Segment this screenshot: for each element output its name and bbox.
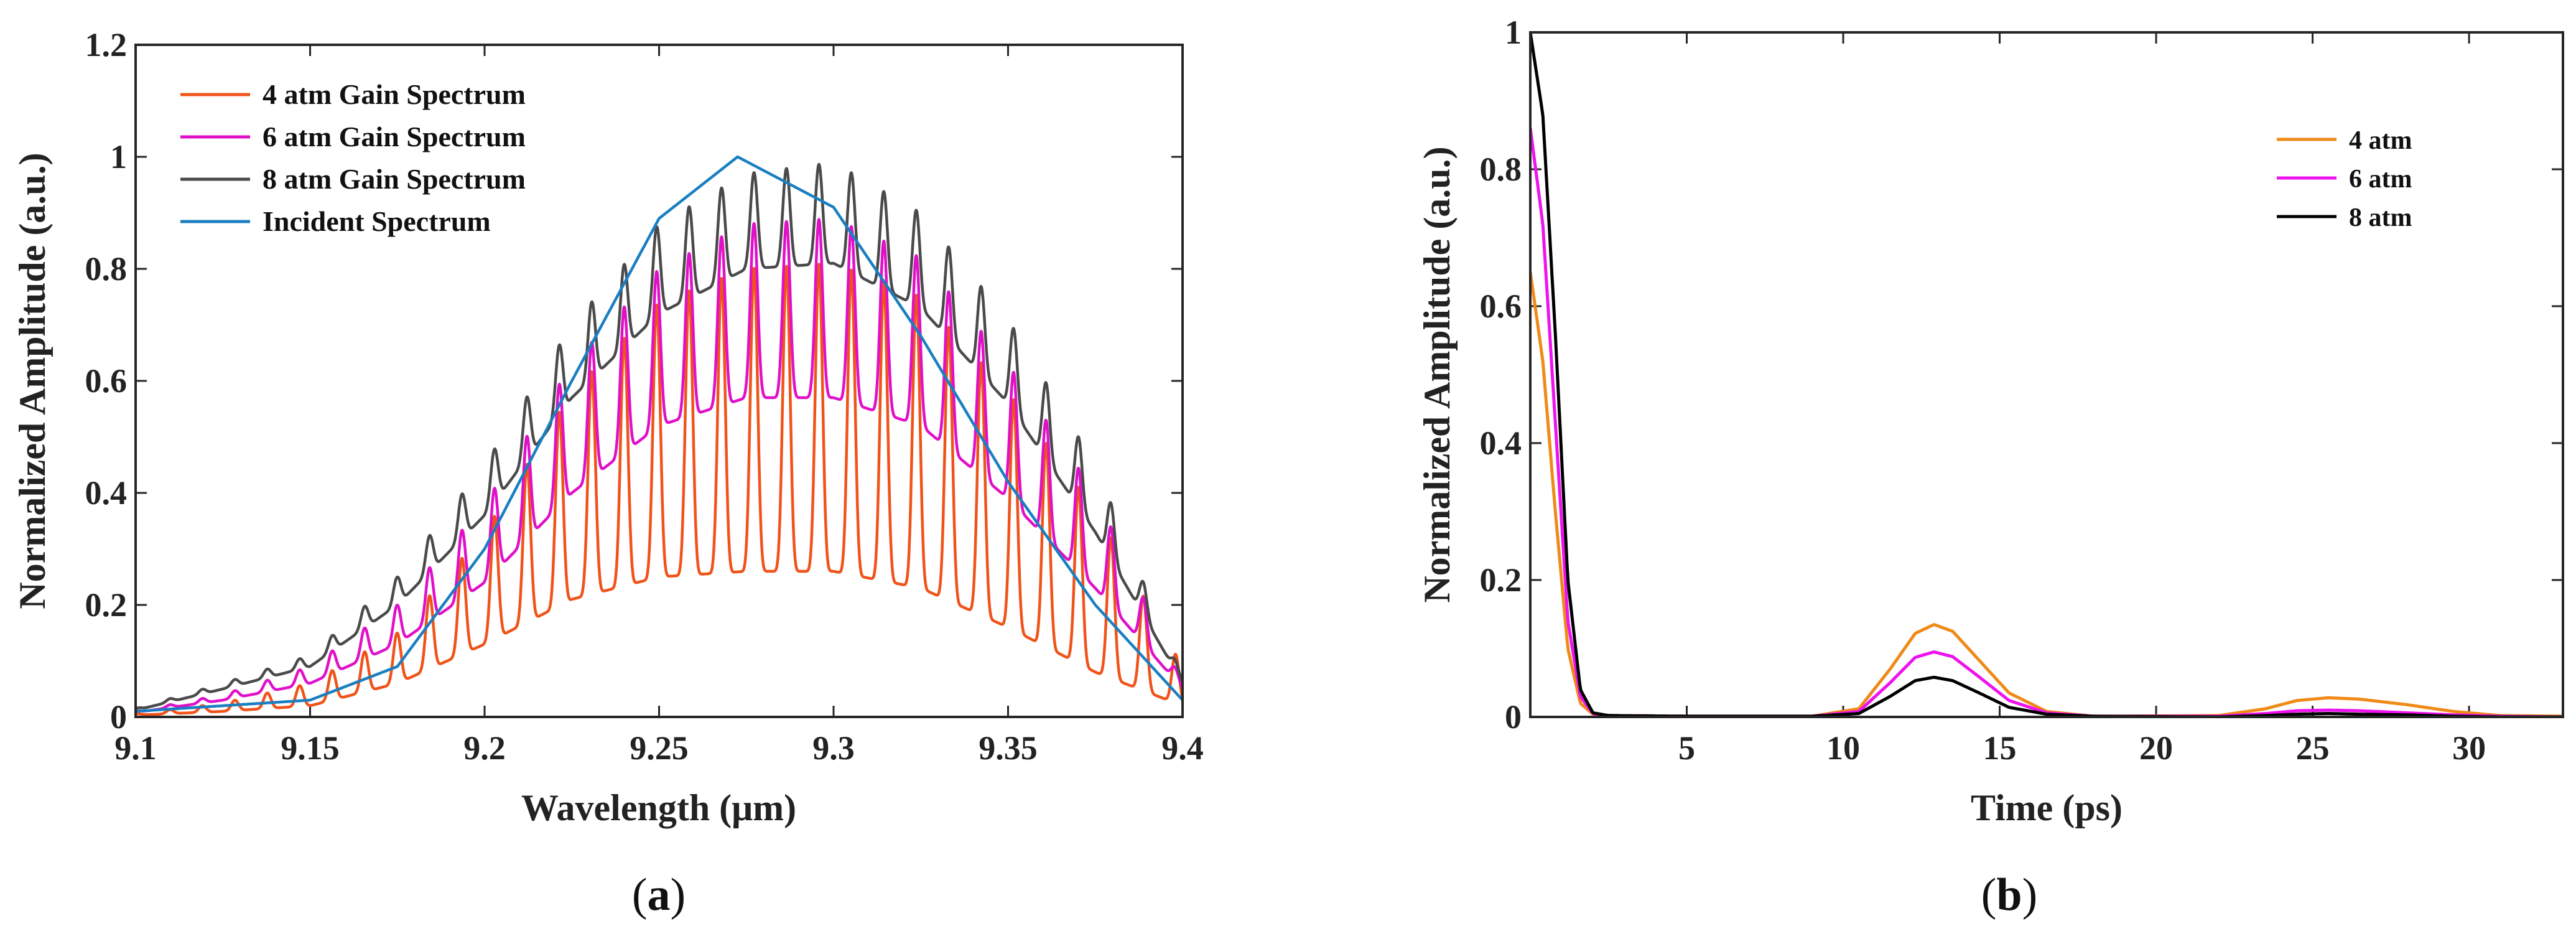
x-axis-label-b: Time (ps) — [1971, 787, 2123, 828]
panel-a: 9.1 9.15 9.2 9.25 9.3 9.35 9.4 0 0.2 0.4 0.6 0.8 1 1.… — [12, 26, 1204, 920]
axes-box-a — [134, 44, 1184, 718]
caption-a: (a) — [632, 869, 686, 920]
y-tick-label: 1 — [1505, 14, 1522, 51]
x-tick-label: 9.4 — [1161, 729, 1204, 767]
y-tick-label: 0 — [1505, 698, 1522, 736]
x-tick-label: 9.2 — [463, 729, 506, 767]
legend-a: 4 atm Gain Spectrum 6 atm Gain Spectrum 8 … — [180, 78, 526, 237]
x-tick-label: 20 — [2139, 729, 2173, 767]
legend-label: 8 atm — [2349, 204, 2412, 232]
y-tick-label: 0 — [110, 698, 127, 736]
caption-b-letter: b — [1996, 869, 2022, 920]
b-tick-labels: 5 10 15 20 25 30 0 0.2 0.4 0.6 0.8 1 — [1480, 14, 2486, 767]
series-line-a-1 — [136, 218, 1183, 713]
axes-box-b — [1529, 31, 2564, 718]
x-tick-label: 15 — [1983, 729, 2017, 767]
y-axis-label-a: Normalized Amplitude (a.u.) — [12, 152, 53, 609]
y-tick-label: 1.2 — [85, 26, 128, 63]
panel-b: 5 10 15 20 25 30 0 0.2 0.4 0.6 0.8 1 Time (ps) Norm… — [1416, 14, 2564, 920]
caption-b: (b) — [1981, 869, 2037, 920]
legend-label: 4 atm — [2349, 126, 2412, 155]
y-tick-label: 0.2 — [1480, 561, 1522, 599]
x-tick-label: 25 — [2296, 729, 2330, 767]
series-line-a-2 — [136, 162, 1183, 710]
x-tick-label: 9.35 — [979, 729, 1038, 767]
legend-label: Incident Spectrum — [263, 205, 491, 237]
x-tick-label: 9.3 — [812, 729, 855, 767]
series-line-a-0 — [136, 263, 1183, 716]
x-tick-label: 9.25 — [630, 729, 689, 767]
caption-a-close: ) — [671, 869, 686, 920]
plot-area-b — [1530, 32, 2563, 717]
legend-label: 4 atm Gain Spectrum — [263, 78, 526, 110]
y-tick-label: 0.4 — [85, 474, 128, 512]
x-tick-label: 5 — [1678, 729, 1695, 767]
y-tick-label: 0.8 — [85, 250, 128, 288]
caption-b-close: ) — [2022, 869, 2038, 920]
caption-b-open: ( — [1981, 869, 1997, 920]
legend-b: 4 atm 6 atm 8 atm — [2277, 126, 2412, 232]
caption-a-letter: a — [648, 869, 671, 920]
legend-label: 8 atm Gain Spectrum — [263, 163, 526, 195]
y-tick-label: 0.8 — [1480, 151, 1522, 188]
x-tick-label: 30 — [2452, 729, 2486, 767]
x-tick-label: 9.1 — [114, 729, 157, 767]
legend-label: 6 atm — [2349, 165, 2412, 194]
y-tick-label: 1 — [110, 138, 127, 176]
y-tick-label: 0.6 — [85, 362, 128, 400]
y-tick-label: 0.6 — [1480, 288, 1522, 325]
a-lines — [136, 155, 1183, 716]
legend-label: 6 atm Gain Spectrum — [263, 121, 526, 152]
y-tick-label: 0.4 — [1480, 424, 1522, 462]
series-line-a-3 — [136, 155, 1183, 713]
x-tick-label: 9.15 — [281, 729, 340, 767]
a-tick-labels: 9.1 9.15 9.2 9.25 9.3 9.35 9.4 0 0.2 0.4 0.6 0.8 1 1.… — [85, 26, 1204, 767]
x-axis-label-a: Wavelength (μm) — [521, 787, 796, 828]
caption-a-open: ( — [632, 869, 648, 920]
y-tick-label: 0.2 — [85, 586, 128, 624]
y-axis-label-b: Normalized Amplitude (a.u.) — [1416, 146, 1458, 602]
x-tick-label: 10 — [1826, 729, 1860, 767]
